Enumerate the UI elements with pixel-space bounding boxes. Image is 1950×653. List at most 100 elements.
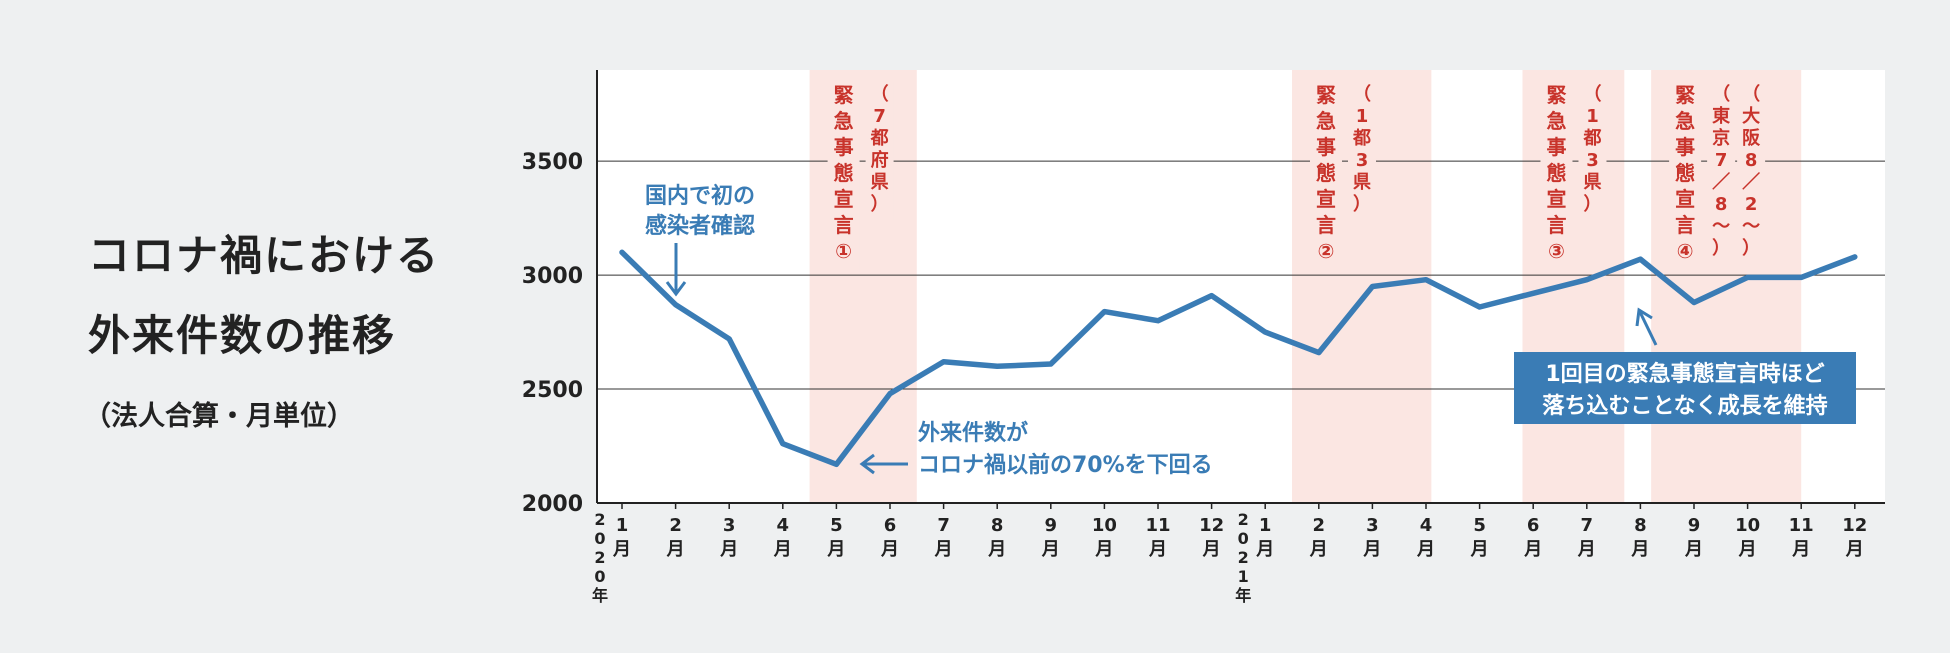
x-tick-unit: 月 — [826, 539, 845, 560]
svg-text:（: （ — [1712, 84, 1730, 105]
emergency-note-bg — [1737, 82, 1766, 264]
annotation-arrowhead — [665, 281, 687, 297]
x-tick-unit: 月 — [1684, 539, 1703, 560]
y-tick-label: 2500 — [522, 378, 583, 403]
annotation-drop-line2: コロナ禍以前の70%を下回る — [918, 452, 1213, 478]
x-tick-label: 6 — [1527, 515, 1540, 536]
x-tick-label: 2 — [669, 515, 682, 536]
x-tick-label: 7 — [937, 515, 950, 536]
svg-text:大: 大 — [1742, 105, 1760, 127]
x-tick-label: 12 — [1199, 515, 1224, 536]
svg-text:1: 1 — [1238, 567, 1249, 586]
svg-text:2: 2 — [1745, 194, 1758, 215]
svg-text:8: 8 — [1745, 150, 1758, 171]
data-point — [1424, 277, 1428, 282]
svg-text:県: 県 — [1353, 172, 1371, 193]
svg-text:宣: 宣 — [834, 187, 854, 211]
svg-text:2: 2 — [594, 510, 605, 529]
svg-text:1: 1 — [1586, 106, 1599, 127]
data-point — [1370, 284, 1375, 289]
data-point — [780, 441, 785, 446]
emergency-note-bg — [1348, 82, 1376, 220]
x-tick-unit: 月 — [773, 539, 792, 560]
data-point — [1477, 305, 1482, 310]
x-tick-unit: 月 — [934, 539, 953, 560]
data-point — [995, 364, 1000, 369]
emergency-label-bg — [1669, 82, 1702, 272]
data-point — [1692, 300, 1696, 305]
svg-text:言: 言 — [1675, 213, 1695, 237]
svg-text:急: 急 — [1546, 109, 1566, 133]
x-tick-label: 12 — [1842, 515, 1867, 536]
data-point — [620, 250, 624, 255]
svg-text:0: 0 — [594, 567, 605, 586]
x-tick-label: 11 — [1789, 515, 1814, 536]
svg-text:阪: 阪 — [1742, 127, 1761, 149]
annotation-growth-line2: 落ち込むことなく成長を維持 — [1542, 393, 1827, 419]
svg-text:都: 都 — [870, 128, 889, 149]
svg-text:）: ） — [871, 194, 889, 215]
annotation-growth-box — [1514, 352, 1856, 424]
svg-text:0: 0 — [1238, 529, 1249, 548]
data-point — [1799, 275, 1804, 280]
x-tick-label: 4 — [1420, 515, 1433, 536]
data-point — [1584, 277, 1589, 282]
data-point — [888, 391, 892, 396]
emergency-band-3 — [1522, 70, 1625, 503]
svg-text:県: 県 — [1583, 172, 1601, 193]
subtitle: （法人合算・月単位） — [84, 401, 354, 432]
x-tick-label: 11 — [1145, 515, 1170, 536]
svg-text:態: 態 — [1675, 161, 1695, 185]
svg-text:態: 態 — [1316, 161, 1336, 185]
emergency-label-bg — [827, 82, 860, 272]
svg-text:東: 東 — [1712, 105, 1730, 127]
x-tick-unit: 月 — [719, 539, 738, 560]
data-point — [1156, 318, 1160, 323]
x-tick-label: 5 — [830, 515, 843, 536]
svg-text:④: ④ — [1677, 239, 1694, 263]
svg-text:緊: 緊 — [1675, 83, 1695, 107]
annotation-first-case-line2: 感染者確認 — [645, 213, 755, 239]
svg-text:京: 京 — [1712, 127, 1730, 149]
svg-text:宣: 宣 — [1316, 187, 1336, 211]
svg-text:7: 7 — [873, 106, 886, 127]
x-tick-label: 3 — [1366, 515, 1379, 536]
svg-text:都: 都 — [1352, 128, 1371, 149]
emergency-note-bg — [865, 82, 894, 220]
svg-text:年: 年 — [592, 586, 608, 605]
svg-text:言: 言 — [1546, 213, 1566, 237]
x-tick-label: 5 — [1473, 515, 1486, 536]
x-tick-unit: 月 — [1416, 539, 1435, 560]
x-tick-unit: 月 — [1309, 539, 1328, 560]
svg-text:宣: 宣 — [1546, 187, 1566, 211]
svg-text:）: ） — [1353, 194, 1371, 215]
y-tick-label: 3000 — [522, 264, 583, 289]
y-tick-label: 2000 — [522, 492, 583, 517]
annotation-arrowhead — [859, 453, 875, 475]
x-tick-unit: 月 — [1630, 539, 1649, 560]
svg-text:年: 年 — [1235, 586, 1251, 605]
x-tick-label: 6 — [884, 515, 897, 536]
svg-text:事: 事 — [1316, 135, 1336, 159]
emergency-band-1 — [809, 70, 917, 503]
svg-text:事: 事 — [1546, 135, 1566, 159]
x-tick-unit: 月 — [1470, 539, 1489, 560]
data-point — [834, 462, 839, 467]
title-line-2: 外来件数の推移 — [88, 311, 397, 360]
svg-text:宣: 宣 — [1675, 187, 1695, 211]
title-line-1: コロナ禍における — [88, 231, 441, 280]
x-tick-label: 8 — [991, 515, 1004, 536]
data-point — [1263, 330, 1268, 335]
data-point — [1048, 361, 1053, 366]
svg-text:態: 態 — [1546, 161, 1566, 185]
x-tick-label: 2 — [1313, 515, 1326, 536]
x-tick-label: 4 — [777, 515, 790, 536]
x-tick-label: 1 — [616, 515, 629, 536]
svg-text:（: （ — [871, 84, 889, 105]
svg-text:1: 1 — [1356, 106, 1369, 127]
svg-text:2: 2 — [1238, 510, 1249, 529]
svg-text:／: ／ — [1712, 172, 1730, 193]
x-tick-unit: 月 — [1523, 539, 1542, 560]
